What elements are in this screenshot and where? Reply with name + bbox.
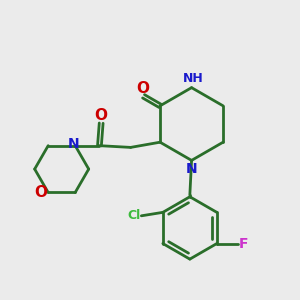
Text: O: O bbox=[34, 185, 47, 200]
Text: Cl: Cl bbox=[127, 209, 140, 222]
Text: O: O bbox=[94, 108, 107, 123]
Text: NH: NH bbox=[183, 73, 204, 85]
Text: N: N bbox=[68, 137, 79, 151]
Text: N: N bbox=[186, 162, 197, 176]
Text: F: F bbox=[239, 236, 249, 250]
Text: O: O bbox=[136, 81, 149, 96]
